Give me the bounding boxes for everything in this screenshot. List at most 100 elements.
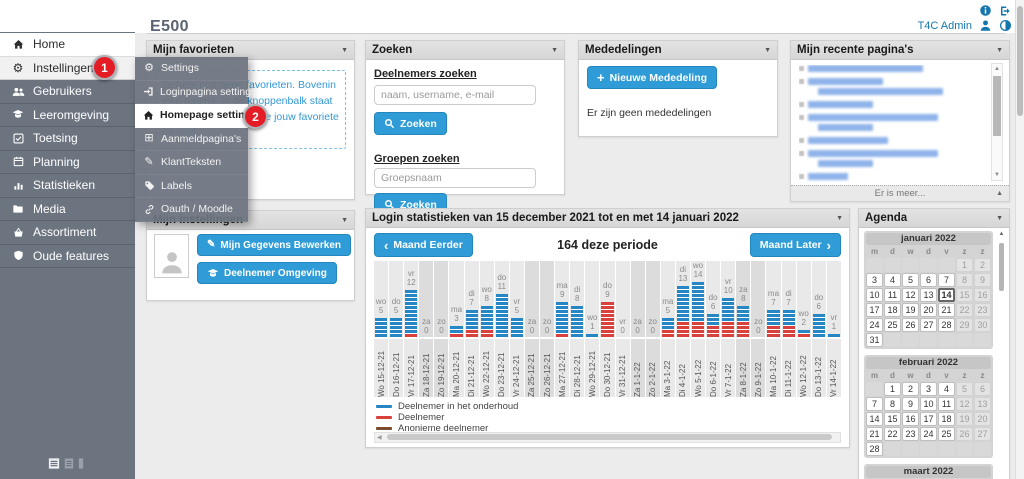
scroll-up-icon[interactable]: ▲	[994, 66, 1000, 72]
collapse-caret-icon[interactable]: ▼	[764, 46, 771, 54]
calendar-day[interactable]: 26	[902, 318, 919, 332]
collapse-caret-icon[interactable]: ▼	[836, 214, 843, 222]
calendar-day[interactable]: 17	[866, 303, 883, 317]
sidebar-item-planning[interactable]: Planning	[0, 151, 135, 174]
calendar-day[interactable]: 23	[902, 427, 919, 441]
next-month-button[interactable]: Maand Later ›	[749, 233, 841, 257]
sidebar-item-media[interactable]: Media	[0, 198, 135, 221]
calendar-day[interactable]: 15	[956, 288, 973, 302]
participant-environment-button[interactable]: Deelnemer Omgeving	[197, 262, 337, 284]
sidebar-item-home[interactable]: Home	[0, 33, 135, 57]
calendar-day[interactable]: 7	[866, 397, 883, 411]
chart-horizontal-scrollbar[interactable]: ◀	[374, 432, 841, 443]
calendar-day[interactable]: 19	[956, 412, 973, 426]
recent-page-link[interactable]	[799, 150, 983, 167]
calendar-day[interactable]: 1	[884, 382, 901, 396]
calendar-day[interactable]: 8	[956, 273, 973, 287]
page-scrollbar[interactable]	[1015, 0, 1024, 479]
calendar-day[interactable]: 9	[974, 273, 991, 287]
recent-pages-more[interactable]: Er is meer... ▲	[791, 185, 1009, 201]
submenu-item-homepage-settings[interactable]: Homepage settings	[135, 104, 257, 128]
calendar-day[interactable]: 28	[938, 318, 955, 332]
calendar-day[interactable]: 13	[920, 288, 937, 302]
calendar-day[interactable]: 28	[866, 442, 883, 456]
participants-search-button[interactable]: Zoeken	[374, 112, 447, 135]
agenda-scrollbar[interactable]: ▲ ▼	[997, 231, 1006, 479]
calendar-day[interactable]: 8	[884, 397, 901, 411]
logout-icon[interactable]	[999, 5, 1012, 17]
sidebar-item-assortiment[interactable]: Assortiment	[0, 221, 135, 245]
calendar-day[interactable]: 3	[866, 273, 883, 287]
calendar-day[interactable]: 15	[884, 412, 901, 426]
submenu-item-labels[interactable]: Labels	[135, 175, 248, 198]
calendar-day[interactable]: 20	[974, 412, 991, 426]
collapse-caret-icon[interactable]: ▼	[551, 46, 558, 54]
calendar-day[interactable]: 21	[866, 427, 883, 441]
calendar-day[interactable]: 9	[902, 397, 919, 411]
calendar-day[interactable]: 12	[902, 288, 919, 302]
calendar-day[interactable]: 11	[938, 397, 955, 411]
calendar-day[interactable]: 10	[866, 288, 883, 302]
submenu-item-oauth-moodle[interactable]: Oauth / Moodle	[135, 198, 248, 222]
panel-favorites-header[interactable]: Mijn favorieten ▼	[147, 41, 354, 60]
recent-pages-scrollbar[interactable]: ▲ ▼	[991, 63, 1003, 181]
collapse-caret-icon[interactable]: ▼	[341, 216, 348, 224]
sidebar-item-statistieken[interactable]: Statistieken	[0, 174, 135, 198]
panel-agenda-header[interactable]: Agenda ▼	[859, 209, 1009, 228]
user-name[interactable]: T4C Admin	[917, 19, 972, 32]
calendar-day[interactable]: 13	[974, 397, 991, 411]
sidebar-item-toetsing[interactable]: Toetsing	[0, 127, 135, 151]
calendar-day[interactable]: 25	[938, 427, 955, 441]
collapse-caret-icon[interactable]: ▼	[341, 46, 348, 54]
calendar-day[interactable]: 27	[920, 318, 937, 332]
submenu-item-settings[interactable]: ⚙ Settings	[135, 57, 248, 81]
recent-page-link[interactable]	[799, 101, 983, 108]
contrast-toggle-icon[interactable]	[999, 19, 1012, 32]
calendar-day[interactable]: 21	[938, 303, 955, 317]
calendar-day[interactable]: 16	[902, 412, 919, 426]
calendar-day[interactable]: 6	[974, 382, 991, 396]
recent-page-link[interactable]	[799, 78, 983, 95]
scrollbar-thumb[interactable]	[999, 243, 1004, 291]
scroll-down-icon[interactable]: ▼	[994, 172, 1000, 178]
submenu-item-aanmeldpagina-s[interactable]: ⊞ Aanmeldpagina's	[135, 128, 248, 151]
calendar-day[interactable]: 2	[974, 258, 991, 272]
new-announcement-button[interactable]: + Nieuwe Mededeling	[587, 66, 718, 89]
calendar-day[interactable]: 16	[974, 288, 991, 302]
calendar-day[interactable]: 2	[902, 382, 919, 396]
view-toggle-narrow[interactable]	[78, 457, 84, 473]
calendar-day[interactable]: 10	[920, 397, 937, 411]
calendar-day[interactable]: 14	[866, 412, 883, 426]
calendar-day[interactable]: 31	[866, 333, 883, 347]
submenu-item-loginpagina-settings[interactable]: Loginpagina settings	[135, 81, 256, 104]
sidebar-item-oude-features[interactable]: Oude features	[0, 245, 135, 268]
scroll-left-icon[interactable]: ◀	[377, 435, 382, 441]
recent-page-link[interactable]	[799, 65, 983, 72]
panel-login-statistics-header[interactable]: Login statistieken van 15 december 2021 …	[366, 209, 849, 228]
calendar-day[interactable]: 5	[956, 382, 973, 396]
collapse-caret-icon[interactable]: ▼	[996, 46, 1003, 54]
participants-search-input[interactable]	[374, 85, 536, 105]
recent-page-link[interactable]	[799, 173, 983, 180]
calendar-day[interactable]: 26	[956, 427, 973, 441]
calendar-day[interactable]: 25	[884, 318, 901, 332]
calendar-day-selected[interactable]: 14	[938, 288, 955, 302]
recent-page-link[interactable]	[799, 137, 983, 144]
calendar-day[interactable]: 18	[938, 412, 955, 426]
panel-announcements-header[interactable]: Mededelingen ▼	[579, 41, 777, 60]
calendar-day[interactable]: 20	[920, 303, 937, 317]
calendar-day[interactable]: 3	[920, 382, 937, 396]
view-toggle-wide[interactable]	[48, 457, 60, 473]
collapse-caret-icon[interactable]: ▼	[996, 214, 1003, 222]
sidebar-item-leeromgeving[interactable]: Leeromgeving	[0, 104, 135, 127]
edit-my-data-button[interactable]: ✎ Mijn Gegevens Bewerken	[197, 234, 351, 256]
calendar-day[interactable]: 22	[884, 427, 901, 441]
calendar-day[interactable]: 7	[938, 273, 955, 287]
calendar-day[interactable]: 23	[974, 303, 991, 317]
calendar-day[interactable]: 18	[884, 303, 901, 317]
calendar-day[interactable]: 22	[956, 303, 973, 317]
calendar-day[interactable]: 19	[902, 303, 919, 317]
panel-recent-pages-header[interactable]: Mijn recente pagina's ▼	[791, 41, 1009, 60]
calendar-day[interactable]: 24	[866, 318, 883, 332]
scrollbar-thumb[interactable]	[993, 76, 1001, 136]
